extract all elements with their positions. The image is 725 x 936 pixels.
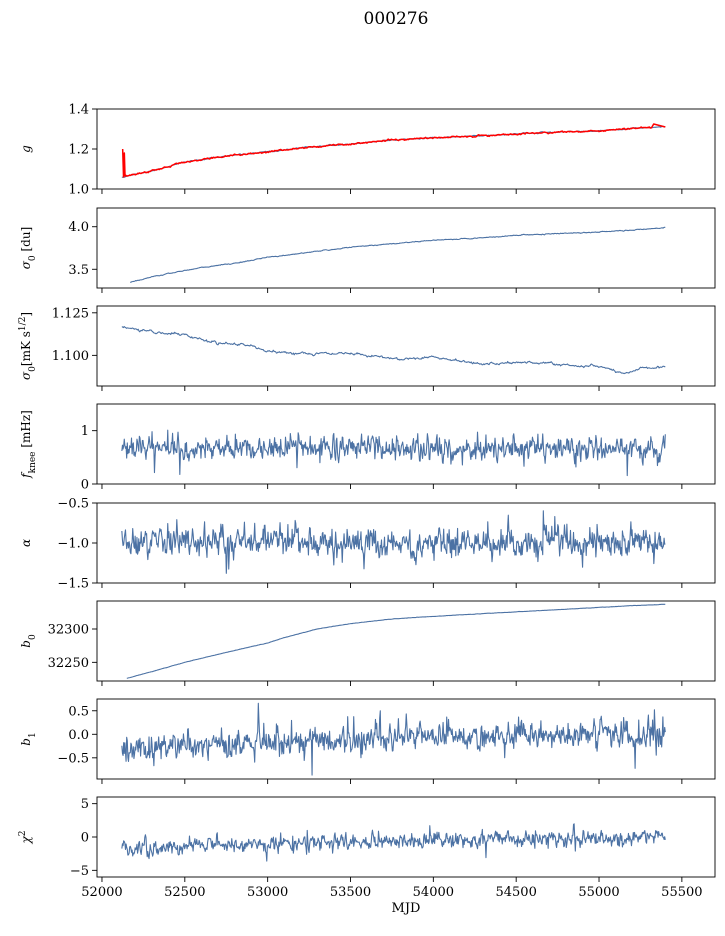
- y-axis-label-part: 0: [28, 634, 38, 640]
- series-line-1-1: [121, 125, 666, 178]
- y-tick-label: −1.0: [57, 537, 89, 552]
- y-tick-label: 0: [81, 478, 89, 493]
- y-axis-label-part: [mK s: [19, 331, 33, 366]
- y-axis-label-7: b1: [19, 732, 38, 745]
- axes-frame-6: [96, 600, 716, 682]
- y-axis-label-3: σ0[mK s1/2]: [18, 312, 38, 380]
- y-tick-label: −0.5: [57, 751, 89, 766]
- y-axis-label-part: f: [19, 471, 33, 479]
- axes-frame-1: [96, 108, 716, 190]
- axes-frame-4: [96, 403, 716, 485]
- y-tick-label: 32300: [48, 623, 89, 638]
- y-tick-label: −0.5: [57, 497, 89, 512]
- series-line-5-1: [121, 510, 666, 574]
- series-line-6-1: [126, 603, 666, 679]
- axes-frame-2: [96, 207, 716, 289]
- y-tick-label: 5: [81, 797, 89, 812]
- y-tick-label: 1.4: [68, 103, 89, 118]
- y-axis-label-part: σ: [19, 260, 33, 269]
- x-tick-label: 52500: [164, 885, 205, 900]
- subplot-5: −0.5 −1.0 −1.5 α: [19, 497, 716, 592]
- y-axis-label-part: α: [19, 539, 33, 547]
- y-axis-label-part: χ: [19, 836, 33, 845]
- y-axis-label-part: 0: [28, 366, 38, 372]
- y-axis-label-part: [mHz]: [19, 410, 33, 451]
- x-tick-label: 54000: [413, 885, 454, 900]
- subplot-4: 1 0 fknee [mHz]: [19, 403, 716, 493]
- x-tick-label: 53000: [247, 885, 288, 900]
- y-tick-label: 0.0: [68, 728, 89, 743]
- y-axis-label-5: α: [19, 539, 33, 547]
- y-axis-label-part: ]: [19, 312, 33, 317]
- y-axis-label-part: b: [19, 640, 33, 648]
- y-axis-label-part: 1/2: [18, 317, 28, 331]
- series-line-8-1: [121, 823, 666, 862]
- y-tick-label: 4.0: [68, 220, 89, 235]
- y-tick-label: 1.100: [52, 349, 89, 364]
- y-axis-label-part: g: [19, 145, 33, 153]
- y-axis-label-part: σ: [19, 371, 33, 380]
- x-tick-label: 52000: [81, 885, 122, 900]
- series-line-7-1: [121, 702, 666, 776]
- y-axis-label-8: χ2: [18, 830, 33, 844]
- x-tick-label: 54500: [495, 885, 536, 900]
- y-axis-label-4: fknee [mHz]: [19, 410, 38, 479]
- y-tick-label: 3.5: [68, 263, 89, 278]
- axes-frame-3: [96, 305, 716, 387]
- x-tick-label: 53500: [330, 885, 371, 900]
- series-line-4-1: [121, 429, 666, 477]
- subplot-2: 4.0 3.5 σ0 [du]: [19, 207, 716, 293]
- y-axis-label-part: [du]: [19, 227, 33, 256]
- y-axis-label-6: b0: [19, 634, 38, 648]
- y-tick-label: −5: [70, 864, 89, 879]
- axes-frame-7: [96, 698, 716, 780]
- y-axis-label-1: g: [19, 145, 33, 153]
- y-tick-label: 0.5: [68, 704, 89, 719]
- y-axis-label-2: σ0 [du]: [19, 227, 38, 270]
- subplot-7: 0.5 0.0 −0.5 b1: [19, 698, 716, 784]
- series-line-3-1: [121, 325, 666, 375]
- y-tick-label: 1: [81, 424, 89, 439]
- y-axis-label-part: b: [19, 738, 33, 746]
- y-tick-label: −1.5: [57, 577, 89, 592]
- y-axis-label-part: 1: [28, 732, 38, 738]
- figure-title: 000276: [364, 9, 429, 29]
- series-line-1-2: [121, 123, 666, 178]
- y-tick-label: 0: [81, 831, 89, 846]
- subplot-8: 5 0 −5 52000 52500 53000 53500 54000 54500 55000 5…: [18, 796, 716, 916]
- y-axis-label-part: 2: [18, 830, 28, 836]
- y-tick-label: 1.2: [68, 143, 89, 158]
- x-tick-label: 55000: [578, 885, 619, 900]
- y-axis-label-part: 0: [28, 255, 38, 261]
- x-axis-label: MJD: [392, 901, 421, 916]
- subplot-1: 1.4 1.2 1.0 g: [19, 103, 716, 198]
- series-line-2-1: [130, 226, 666, 283]
- y-tick-label: 1.125: [52, 306, 89, 321]
- subplot-3: 1.125 1.100 σ0[mK s1/2]: [18, 305, 716, 391]
- y-tick-label: 1.0: [68, 183, 89, 198]
- x-tick-label: 55500: [661, 885, 702, 900]
- y-axis-label-part: knee: [28, 451, 38, 473]
- subplot-6: 32300 32250 b0: [19, 600, 716, 686]
- y-tick-label: 32250: [48, 656, 89, 671]
